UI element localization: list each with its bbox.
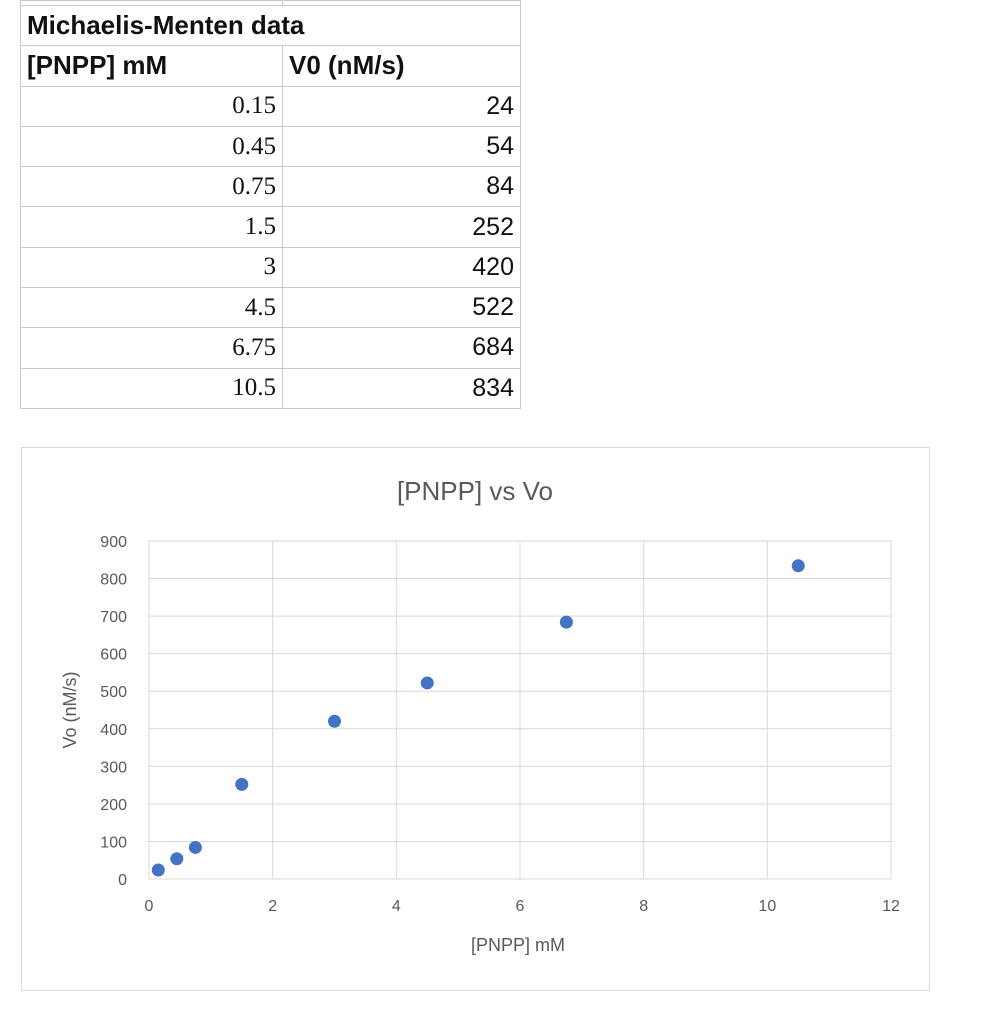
table-row: 4.5 522	[20, 286, 521, 329]
table-row: 1.5 252	[20, 206, 521, 248]
velocity-cell[interactable]: 252	[282, 206, 521, 248]
table-row: 10.5 834	[20, 367, 521, 410]
column-header-concentration[interactable]: [PNPP] mM	[20, 45, 283, 87]
y-axis-ticks: 0 100 200 300 400 500 600 700 800 900	[100, 534, 127, 889]
table-row: 0.45 54	[20, 125, 521, 168]
concentration-cell[interactable]: 10.5	[20, 367, 283, 410]
concentration-cell[interactable]: 0.15	[20, 85, 283, 127]
x-axis-label: [PNPP] mM	[471, 935, 565, 955]
x-tick-label: 0	[145, 898, 154, 915]
data-point[interactable]	[559, 615, 573, 629]
x-tick-label: 12	[882, 898, 900, 915]
concentration-cell[interactable]: 0.45	[20, 125, 283, 168]
data-point[interactable]	[328, 714, 341, 728]
data-points	[151, 559, 805, 877]
velocity-cell[interactable]: 420	[282, 246, 521, 289]
y-tick-label: 400	[100, 722, 127, 739]
y-tick-label: 800	[100, 572, 127, 589]
chart-area[interactable]: 0 100 200 300 400 500 600 700 800 900 0 2 4 6 8 10 12 […	[21, 447, 930, 991]
table-title[interactable]: Michaelis-Menten data	[20, 5, 521, 47]
y-tick-label: 200	[100, 797, 127, 814]
x-tick-label: 10	[758, 898, 776, 915]
y-tick-label: 0	[118, 872, 127, 889]
x-tick-label: 8	[639, 898, 648, 915]
x-tick-label: 2	[268, 898, 277, 915]
x-tick-label: 6	[516, 898, 525, 915]
chart-title: [PNPP] vs Vo	[397, 476, 553, 506]
concentration-cell[interactable]: 0.75	[20, 166, 283, 208]
x-axis-ticks: 0 2 4 6 8 10 12	[145, 898, 900, 915]
data-point[interactable]	[170, 852, 184, 866]
velocity-cell[interactable]: 684	[282, 327, 521, 369]
table-row: 0.15 24	[20, 85, 521, 127]
data-table: Michaelis-Menten data [PNPP] mM V0 (nM/s…	[20, 0, 521, 410]
y-tick-label: 700	[100, 609, 127, 626]
chart-gridlines	[148, 540, 892, 880]
y-tick-label: 100	[100, 834, 127, 851]
table-header-row: [PNPP] mM V0 (nM/s)	[20, 45, 521, 87]
concentration-cell[interactable]: 3	[20, 246, 283, 289]
concentration-cell[interactable]: 4.5	[20, 286, 283, 329]
y-tick-label: 900	[100, 534, 127, 551]
velocity-cell[interactable]: 522	[282, 286, 521, 329]
velocity-cell[interactable]: 54	[282, 125, 521, 168]
y-tick-label: 500	[100, 684, 127, 701]
y-tick-label: 600	[100, 647, 127, 664]
column-header-velocity[interactable]: V0 (nM/s)	[282, 45, 521, 87]
y-tick-label: 300	[100, 759, 127, 776]
concentration-cell[interactable]: 6.75	[20, 327, 283, 369]
velocity-cell[interactable]: 24	[282, 85, 521, 127]
table-row: 3 420	[20, 246, 521, 289]
scatter-chart: 0 100 200 300 400 500 600 700 800 900 0 2 4 6 8 10 12 […	[60, 476, 900, 955]
data-point[interactable]	[420, 676, 434, 690]
velocity-cell[interactable]: 834	[282, 367, 521, 410]
table-row: 0.75 84	[20, 166, 521, 208]
y-axis-label: Vo (nM/s)	[60, 671, 80, 748]
x-tick-label: 4	[392, 898, 401, 915]
table-title-row: Michaelis-Menten data	[20, 5, 521, 47]
concentration-cell[interactable]: 1.5	[20, 206, 283, 248]
data-point[interactable]	[188, 840, 202, 854]
table-row: 6.75 684	[20, 327, 521, 369]
velocity-cell[interactable]: 84	[282, 166, 521, 208]
data-point[interactable]	[151, 863, 165, 877]
data-point[interactable]	[235, 777, 249, 791]
data-point[interactable]	[791, 559, 805, 573]
